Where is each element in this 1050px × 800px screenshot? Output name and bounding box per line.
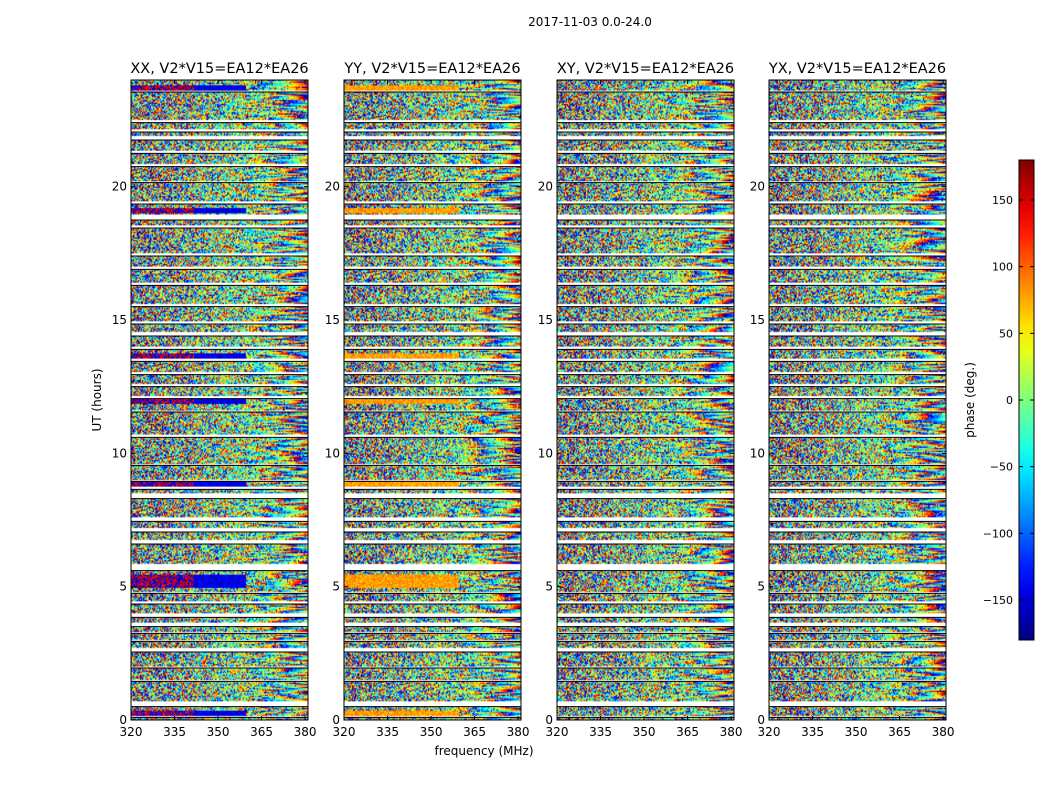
x-tick-label: 335 <box>376 725 399 739</box>
y-tick-label: 5 <box>545 580 553 594</box>
x-tick-label: 380 <box>720 725 743 739</box>
x-tick-label: 350 <box>420 725 443 739</box>
panel-frame <box>343 79 522 721</box>
x-tick-label: 335 <box>589 725 612 739</box>
y-tick-label: 20 <box>112 180 127 194</box>
colorbar-tick-label: 50 <box>999 327 1013 340</box>
x-tick-label: 320 <box>546 725 569 739</box>
y-tick-label: 10 <box>325 446 340 460</box>
y-tick-label: 5 <box>757 580 765 594</box>
phase-waterfall-image <box>131 80 308 720</box>
panel-title: XX, V2*V15=EA12*EA26 <box>130 61 308 77</box>
x-tick-label: 335 <box>163 725 186 739</box>
colorbar-tick-label: 0 <box>1006 394 1013 407</box>
y-tick-label: 0 <box>119 713 127 727</box>
colorbar-tick-label: −150 <box>983 594 1013 607</box>
x-tick-label: 350 <box>633 725 656 739</box>
colorbar-tick-label: 100 <box>992 261 1013 274</box>
colorbar-tick-label: −100 <box>983 527 1013 540</box>
y-tick-label: 0 <box>545 713 553 727</box>
x-tick-label: 320 <box>758 725 781 739</box>
x-tick-label: 350 <box>207 725 230 739</box>
colorbar-label: phase (deg.) <box>963 362 977 438</box>
x-tick-label: 380 <box>932 725 955 739</box>
x-tick-label: 365 <box>676 725 699 739</box>
panels-group: XX, V2*V15=EA12*EA26 320 335 350 365 380 0 5 10 1… <box>112 61 955 739</box>
phase-waterfall-image <box>557 80 734 720</box>
x-tick-label: 350 <box>845 725 868 739</box>
panel-title: XY, V2*V15=EA12*EA26 <box>557 61 734 77</box>
panel-xy: XY, V2*V15=EA12*EA26 320 335 350 365 380 0 5 10 1… <box>538 61 743 739</box>
phase-waterfall-image <box>769 80 946 720</box>
y-tick-label: 10 <box>750 446 765 460</box>
y-tick-label: 5 <box>332 580 340 594</box>
y-tick-label: 10 <box>112 446 127 460</box>
panel-yx: YX, V2*V15=EA12*EA26 320 335 350 365 380 0 5 10 1… <box>750 61 955 739</box>
y-tick-label: 20 <box>750 180 765 194</box>
y-axis-label: UT (hours) <box>90 368 104 431</box>
y-tick-label: 15 <box>538 313 553 327</box>
panel-title: YX, V2*V15=EA12*EA26 <box>768 61 946 77</box>
panel-xx: XX, V2*V15=EA12*EA26 320 335 350 365 380 0 5 10 1… <box>112 61 317 739</box>
y-tick-label: 20 <box>325 180 340 194</box>
x-tick-label: 320 <box>333 725 356 739</box>
panel-frame <box>130 79 309 721</box>
y-tick-label: 0 <box>332 713 340 727</box>
x-tick-label: 335 <box>801 725 824 739</box>
x-tick-label: 380 <box>507 725 530 739</box>
panel-title: YY, V2*V15=EA12*EA26 <box>343 61 520 77</box>
y-tick-label: 15 <box>750 313 765 327</box>
colorbar-tick-label: 150 <box>992 194 1013 207</box>
x-tick-label: 365 <box>888 725 911 739</box>
colorbar-tick-label: −50 <box>990 461 1013 474</box>
x-tick-label: 320 <box>120 725 143 739</box>
phase-waterfall-image <box>344 80 521 720</box>
x-tick-label: 365 <box>250 725 273 739</box>
y-tick-label: 15 <box>325 313 340 327</box>
y-tick-label: 5 <box>119 580 127 594</box>
colorbar: −150 −100 −50 0 50 100 150 <box>983 159 1035 641</box>
y-tick-label: 15 <box>112 313 127 327</box>
panel-yy: YY, V2*V15=EA12*EA26 320 335 350 365 380 0 5 10 1… <box>325 61 530 739</box>
x-axis-label: frequency (MHz) <box>434 744 533 758</box>
figure-suptitle: 2017-11-03 0.0-24.0 <box>528 15 652 29</box>
panel-frame <box>768 79 947 721</box>
x-tick-label: 365 <box>463 725 486 739</box>
y-tick-label: 20 <box>538 180 553 194</box>
y-tick-label: 10 <box>538 446 553 460</box>
y-tick-label: 0 <box>757 713 765 727</box>
panel-frame <box>556 79 735 721</box>
x-tick-label: 380 <box>294 725 317 739</box>
